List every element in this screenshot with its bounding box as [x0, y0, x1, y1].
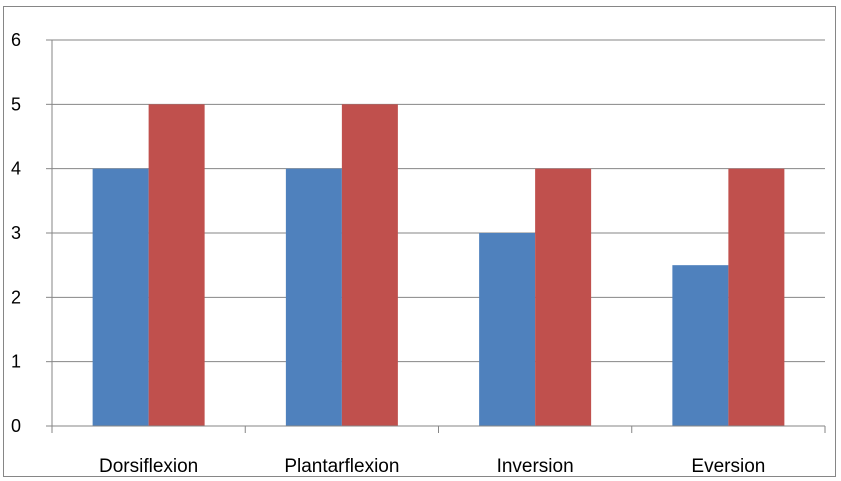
- bar-series1-eversion: [672, 265, 729, 426]
- y-tick-label-3: 3: [11, 223, 21, 243]
- x-tick-label-dorsiflexion: Dorsiflexion: [99, 456, 198, 477]
- y-tick-label-1: 1: [11, 352, 21, 372]
- y-tick-label-5: 5: [11, 94, 21, 114]
- x-tick-label-plantarflexion: Plantarflexion: [284, 456, 399, 477]
- y-tick-label-0: 0: [11, 416, 21, 436]
- bar-series2-dorsiflexion: [148, 104, 205, 426]
- y-tick-label-6: 6: [11, 30, 21, 50]
- bar-series2-eversion: [728, 168, 785, 426]
- y-tick-label-4: 4: [11, 159, 21, 179]
- x-tick-label-inversion: Inversion: [497, 456, 574, 477]
- bar-series1-inversion: [479, 233, 536, 426]
- bar-series2-inversion: [535, 168, 592, 426]
- bar-series1-dorsiflexion: [92, 168, 149, 426]
- y-tick-label-2: 2: [11, 287, 21, 307]
- bar-series2-plantarflexion: [341, 104, 398, 426]
- bar-series1-plantarflexion: [285, 168, 342, 426]
- x-tick-label-eversion: Eversion: [691, 456, 765, 477]
